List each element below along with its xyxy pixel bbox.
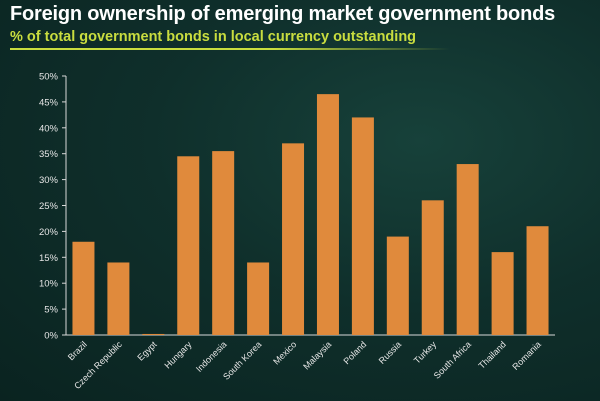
y-tick-label: 45%: [39, 97, 59, 108]
x-tick-label: Thailand: [477, 339, 508, 370]
y-tick-label: 5%: [44, 305, 58, 316]
bar: [456, 164, 479, 335]
x-tick-label: Hungary: [163, 339, 194, 370]
chart-title: Foreign ownership of emerging market gov…: [10, 3, 556, 25]
bar: [491, 252, 514, 335]
chart-subtitle: % of total government bonds in local cur…: [10, 29, 417, 45]
y-tick-label: 0%: [44, 331, 58, 342]
x-tick-label: Brazil: [66, 339, 89, 362]
bar: [282, 143, 305, 335]
x-tick-label: Turkey: [412, 339, 439, 366]
bar: [526, 226, 549, 335]
y-tick-label: 50%: [39, 72, 59, 83]
bar: [316, 94, 339, 335]
x-tick-label: Russia: [377, 339, 404, 366]
bar: [107, 262, 130, 335]
x-tick-label: Egypt: [135, 339, 159, 363]
bar: [351, 117, 374, 335]
x-tick-label: Indonesia: [194, 339, 229, 374]
bar: [212, 151, 235, 335]
bar: [386, 236, 409, 335]
bar: [142, 333, 165, 335]
bar: [177, 156, 200, 335]
x-tick-label: Poland: [341, 339, 368, 366]
y-tick-label: 25%: [39, 201, 59, 212]
bar: [421, 200, 444, 335]
x-tick-label: South Africa: [432, 339, 473, 380]
y-tick-label: 30%: [39, 175, 59, 186]
bar: [247, 262, 270, 335]
y-tick-label: 20%: [39, 227, 59, 238]
y-tick-label: 40%: [39, 123, 59, 134]
x-tick-label: Mexico: [271, 339, 298, 366]
x-tick-label: Malaysia: [301, 339, 333, 371]
y-tick-label: 35%: [39, 149, 59, 160]
y-tick-label: 10%: [39, 279, 59, 290]
y-tick-label: 15%: [39, 253, 59, 264]
subtitle-underline: [10, 48, 450, 50]
x-tick-label: Romania: [510, 339, 543, 372]
bar: [72, 241, 95, 335]
